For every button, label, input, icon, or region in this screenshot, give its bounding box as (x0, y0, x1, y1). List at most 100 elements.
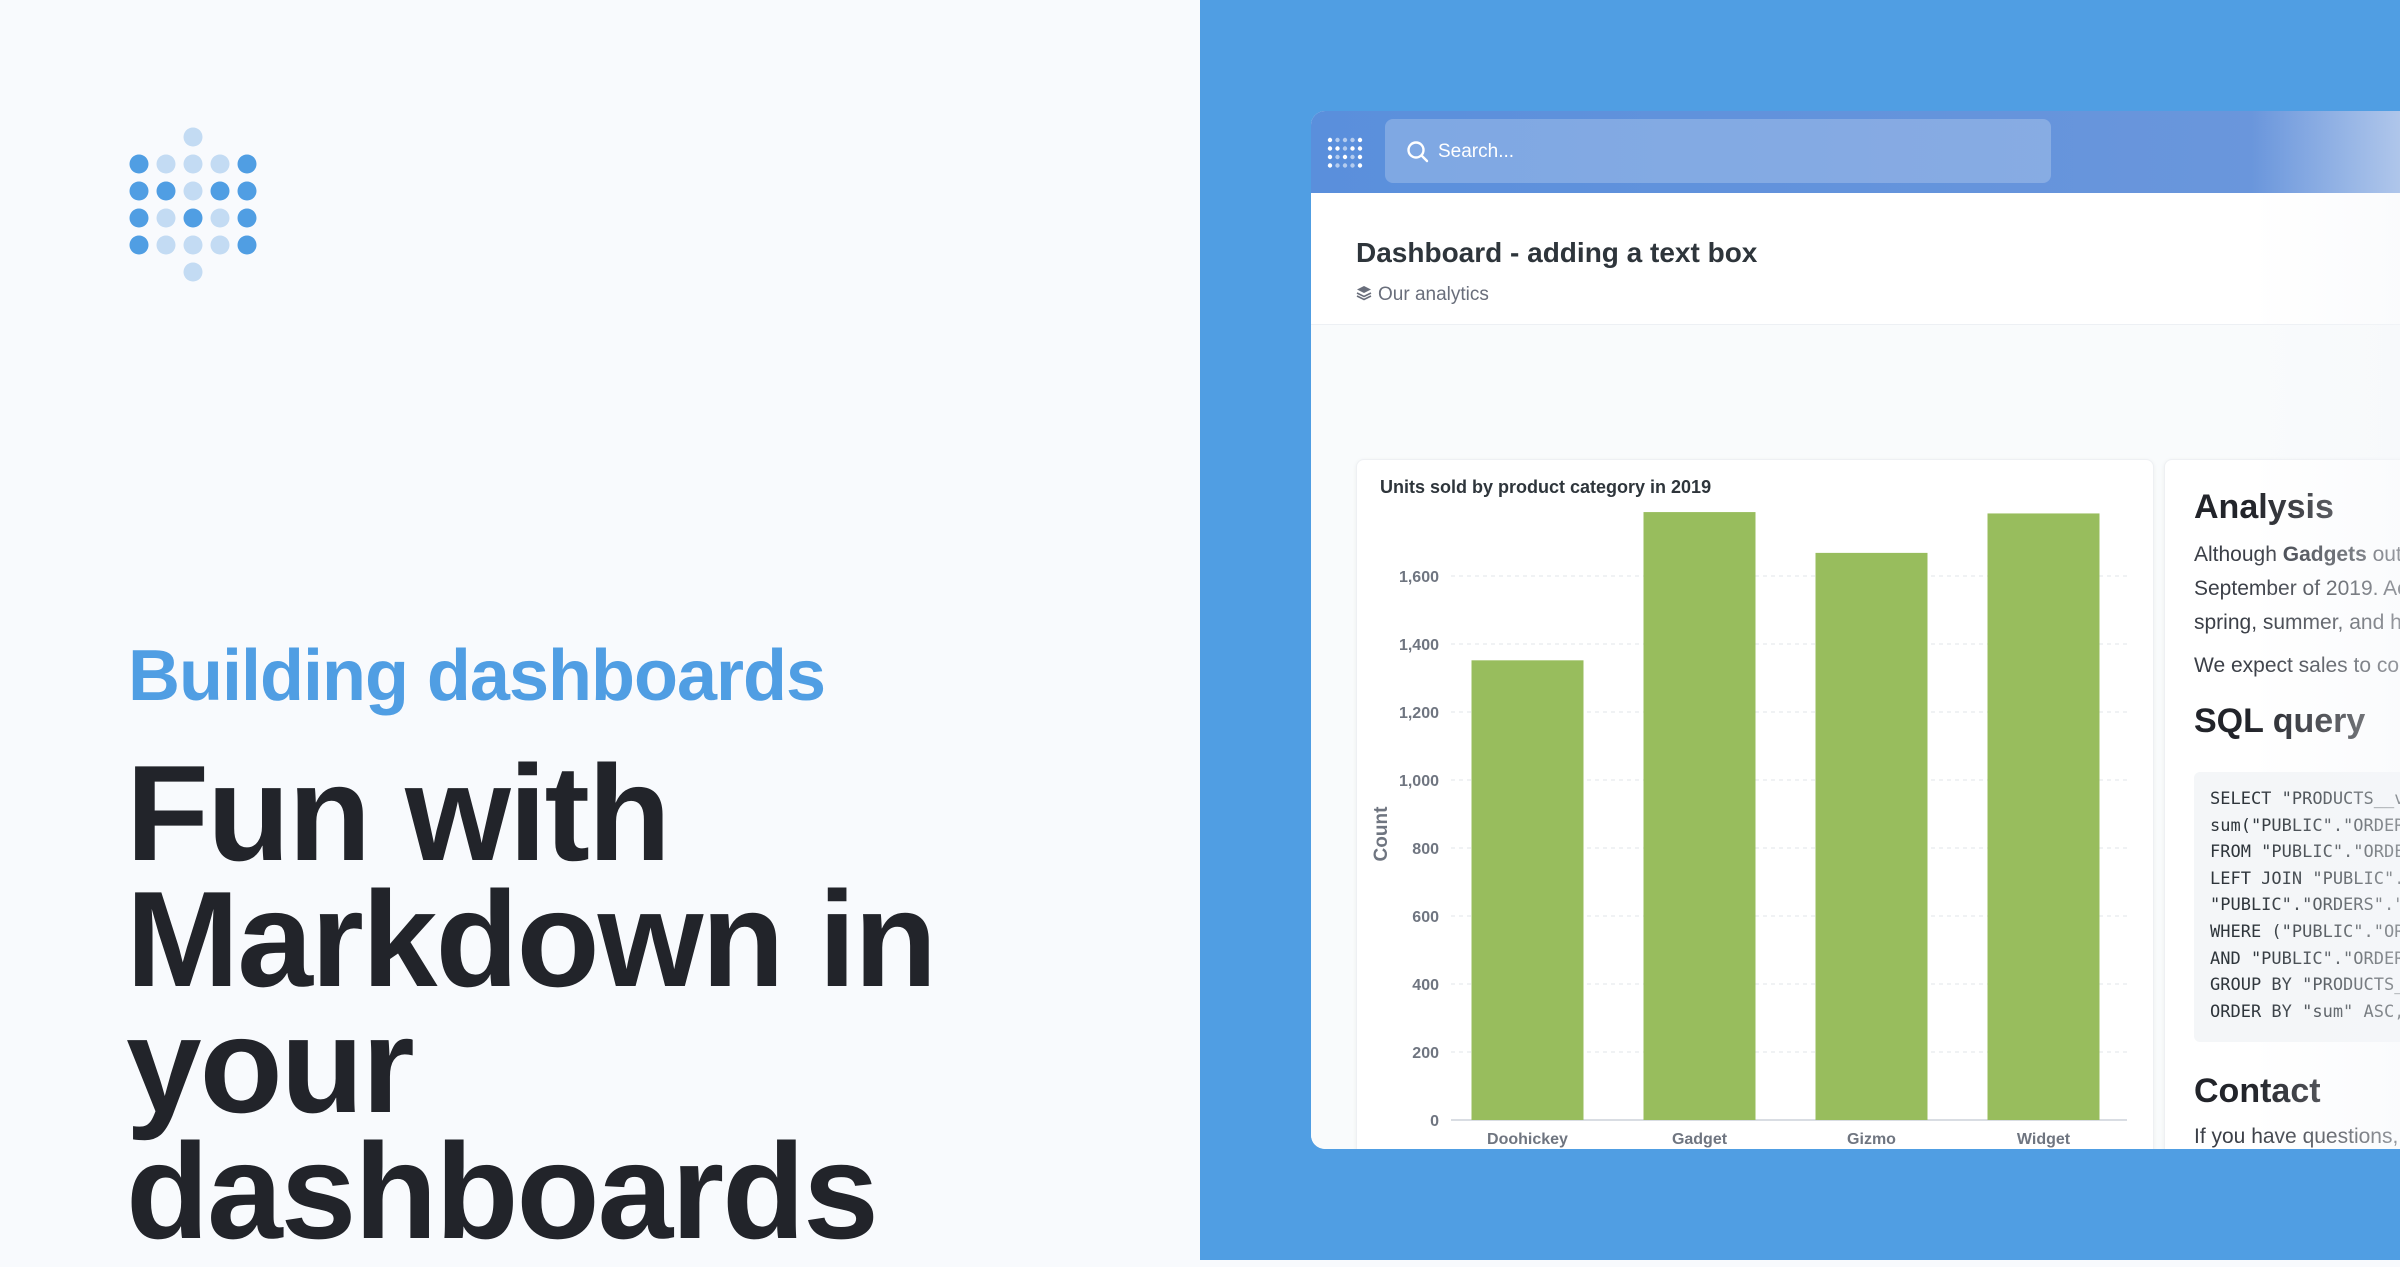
dashboard-title[interactable]: Dashboard - adding a text box (1356, 237, 1758, 268)
logo-dot (129, 154, 149, 174)
y-tick-label: 1,000 (1399, 773, 1439, 790)
hero-headline: Fun with Markdown in your dashboards (126, 737, 1186, 1267)
logo-dot (156, 235, 176, 255)
logo-dot (156, 154, 176, 174)
x-tick-label: Gadget (1672, 1131, 1728, 1148)
y-tick-label: 600 (1412, 909, 1439, 926)
app-window: Search... Dashboard - adding a text box … (1311, 111, 2400, 1149)
bar (1471, 660, 1584, 1120)
chart-title: Units sold by product category in 2019 (1380, 477, 1712, 497)
sql-code-line: sum("PUBLIC"."ORDER (2210, 815, 2400, 836)
nav-logo-dot (1357, 154, 1363, 160)
x-tick-label: Doohickey (1487, 1131, 1568, 1148)
headline-line: Markdown in (126, 863, 937, 1015)
analysis-bold-text: Gadgets (2282, 543, 2367, 566)
sql-code-line: SELECT "PRODUCTS__v (2210, 789, 2400, 809)
nav-logo-dot (1335, 146, 1340, 151)
contact-heading: Contact (2194, 1072, 2321, 1110)
y-tick-label: 200 (1412, 1045, 1439, 1062)
y-tick-label: 1,600 (1399, 569, 1439, 586)
nav-logo-dot (1350, 154, 1355, 160)
nav-logo-dot (1350, 146, 1355, 151)
logo-dot (237, 181, 257, 201)
sql-code-line: AND "PUBLIC"."ORDER (2210, 948, 2400, 969)
analysis-paragraph-line: Although Gadgets outs (2194, 538, 2400, 572)
y-tick-label: 0 (1430, 1113, 1439, 1130)
analysis-heading: Analysis (2194, 488, 2334, 526)
dashboard-header: Dashboard - adding a text box Our analyt… (1311, 193, 2400, 325)
nav-logo-dot (1327, 163, 1333, 168)
nav-logo-dot (1335, 137, 1340, 143)
nav-logo-dot (1327, 154, 1333, 160)
logo-dot (156, 181, 176, 201)
x-tick-label: Widget (2017, 1131, 2071, 1148)
sql-code-line: LEFT JOIN "PUBLIC". (2210, 868, 2400, 889)
logo-dot (210, 181, 230, 201)
logo-dot (237, 235, 257, 255)
logo-dot (183, 262, 203, 282)
logo-dot (156, 208, 176, 228)
metabase-logo (129, 127, 257, 282)
sql-code-line: WHERE ("PUBLIC"."OR (2210, 921, 2400, 942)
nav-logo-dot (1342, 137, 1348, 143)
nav-logo-dot (1327, 146, 1333, 151)
hero-panel: Building dashboards Fun with Markdown in… (0, 0, 1200, 1260)
y-tick-label: 1,400 (1399, 637, 1439, 654)
logo-dot (183, 127, 203, 147)
sql-code-block: SELECT "PRODUCTS__v sum("PUBLIC"."ORDER FR… (2194, 772, 2400, 1042)
logo-dot (237, 154, 257, 174)
analysis-paragraph-line: spring, summer, and ho (2194, 611, 2400, 634)
nav-logo-dot (1342, 154, 1348, 160)
logo-dot (183, 154, 203, 174)
collection-name: Our analytics (1378, 284, 1489, 305)
analysis-text: Although (2194, 543, 2283, 566)
sql-code-line: GROUP BY "PRODUCTS_ (2210, 975, 2400, 996)
headline-line: your dashboards (126, 989, 879, 1267)
logo-dot (210, 235, 230, 255)
logo-dot (210, 208, 230, 228)
sql-code-line: "PUBLIC"."ORDERS"." (2210, 895, 2400, 916)
nav-logo-dot (1350, 137, 1355, 143)
headline-line: Fun with (126, 737, 671, 889)
nav-logo-dot (1350, 163, 1355, 168)
y-tick-label: 400 (1412, 977, 1439, 994)
nav-logo-dot (1335, 163, 1340, 168)
logo-dot (183, 235, 203, 255)
analysis-paragraph-line: We expect sales to con (2194, 654, 2400, 677)
nav-logo-dot (1327, 137, 1333, 143)
analysis-text: outs (2372, 543, 2400, 566)
hero-eyebrow: Building dashboards (128, 636, 826, 716)
nav-logo-dot (1335, 154, 1340, 160)
nav-logo-dot (1357, 163, 1363, 168)
search-icon (1407, 141, 1429, 163)
nav-logo-dot (1357, 146, 1363, 151)
sql-code-line: ORDER BY "sum" ASC, (2210, 1001, 2400, 1022)
collection-breadcrumb[interactable]: Our analytics (1356, 284, 1489, 306)
sql-heading: SQL query (2194, 702, 2366, 740)
search-input[interactable]: Search... (1385, 119, 2051, 183)
text-card[interactable]: Analysis Although Gadgets outs September… (2164, 459, 2400, 1149)
contact-paragraph: If you have questions, (2194, 1125, 2399, 1148)
logo-dot (237, 208, 257, 228)
y-axis-label: Count (1371, 806, 1392, 862)
logo-dot (129, 208, 149, 228)
bar (1643, 512, 1756, 1120)
chart-card[interactable]: Units sold by product category in 2019 0… (1356, 459, 2154, 1149)
analysis-paragraph-line: September of 2019. Ac (2194, 577, 2400, 600)
y-tick-label: 800 (1412, 841, 1439, 858)
nav-logo-dot (1357, 137, 1363, 143)
nav-logo-dot (1342, 146, 1348, 151)
nav-logo-dot (1342, 163, 1348, 168)
search-placeholder: Search... (1438, 141, 1515, 162)
logo-dot (183, 208, 203, 228)
logo-dot (129, 181, 149, 201)
logo-dot (129, 235, 149, 255)
collection-icon (1356, 286, 1372, 301)
bar (1987, 513, 2100, 1120)
nav-logo-icon[interactable] (1327, 135, 1363, 171)
bar-chart: 0 200 400 600 800 1,000 1,200 1,400 1,600 Doohick… (1371, 512, 2127, 1148)
navbar: Search... (1311, 111, 2400, 193)
sql-code-line: FROM "PUBLIC"."ORDE (2210, 842, 2400, 863)
y-tick-label: 1,200 (1399, 705, 1439, 722)
app-preview-panel: Search... Dashboard - adding a text box … (1200, 0, 2400, 1260)
